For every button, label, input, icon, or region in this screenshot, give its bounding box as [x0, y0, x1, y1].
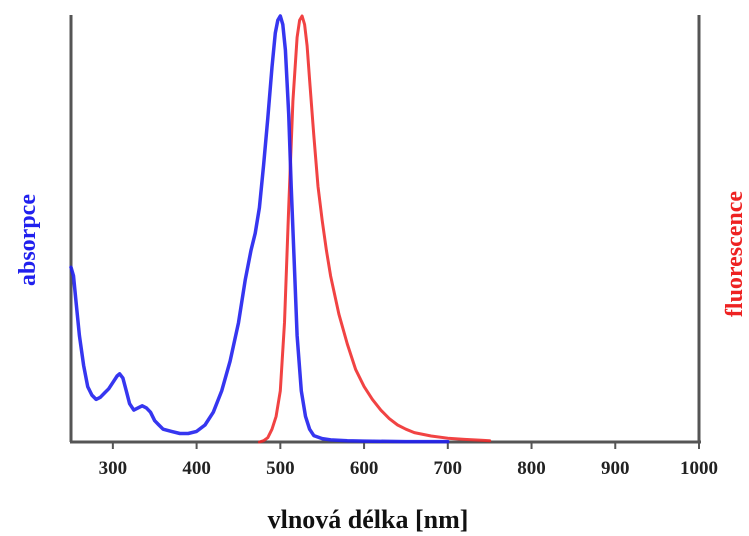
x-ticks	[111, 442, 700, 449]
x-tick-label-700: 700	[434, 458, 463, 479]
x-tick-labels: 300 400 500 600 700 800 900 1000	[99, 458, 718, 479]
x-tick-label-300: 300	[99, 458, 128, 479]
fluorescence-series-line	[257, 14, 492, 444]
x-tick-label-600: 600	[350, 458, 379, 479]
x-tick-label-400: 400	[182, 458, 211, 479]
x-tick-label-1000: 1000	[680, 458, 718, 479]
y-axis-title-right: fluorescence	[722, 191, 748, 318]
absorpce-series-line	[69, 14, 450, 444]
x-tick-label-500: 500	[266, 458, 295, 479]
x-axis-title: vlnová délka [nm]	[268, 505, 469, 534]
y-axis-title-left: absorpce	[15, 194, 41, 286]
x-tick-label-800: 800	[517, 458, 546, 479]
x-tick-label-900: 900	[601, 458, 630, 479]
